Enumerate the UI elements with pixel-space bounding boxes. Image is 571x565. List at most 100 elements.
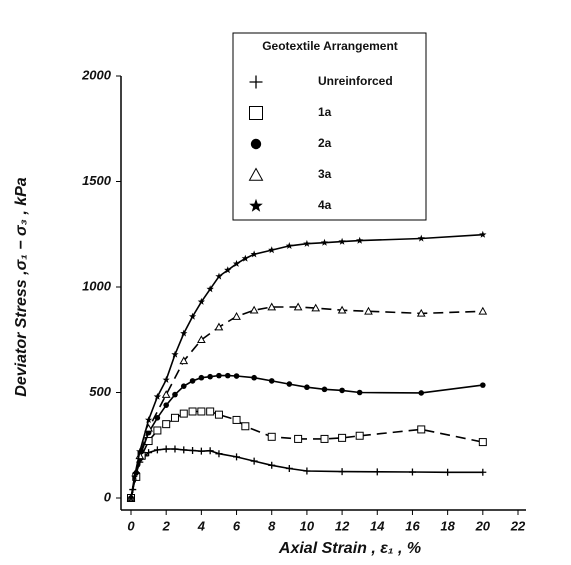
marker: [250, 250, 258, 258]
marker: [293, 302, 303, 311]
y-tick-label: 1500: [82, 173, 112, 188]
marker: [418, 390, 425, 396]
marker: [197, 407, 206, 416]
y-tick-label: 0: [104, 489, 112, 504]
marker: [180, 329, 188, 337]
marker: [232, 259, 241, 267]
marker: [233, 373, 240, 379]
marker: [249, 198, 263, 212]
marker: [304, 384, 310, 391]
marker: [480, 382, 486, 388]
marker: [206, 407, 215, 416]
marker: [249, 75, 263, 89]
marker: [267, 302, 277, 311]
marker: [338, 468, 346, 476]
marker: [479, 468, 487, 476]
marker: [153, 392, 161, 400]
marker: [268, 246, 276, 254]
marker: [232, 415, 241, 424]
marker: [215, 450, 223, 458]
legend-label: 1a: [318, 105, 332, 119]
marker: [373, 468, 381, 476]
marker: [127, 494, 135, 502]
series-line: [130, 306, 483, 499]
marker: [162, 376, 170, 383]
marker: [249, 305, 259, 314]
marker: [320, 434, 329, 443]
marker: [153, 426, 162, 435]
y-tick-label: 500: [89, 384, 111, 399]
x-tick-label: 12: [335, 518, 350, 533]
x-tick-label: 10: [300, 518, 315, 533]
marker: [479, 230, 487, 238]
series-line: [130, 233, 483, 499]
marker: [179, 409, 188, 418]
marker: [198, 374, 205, 381]
y-tick-label: 1000: [82, 278, 112, 293]
marker: [224, 266, 232, 274]
marker: [311, 303, 321, 312]
marker: [241, 422, 250, 431]
marker: [162, 445, 170, 453]
marker: [130, 473, 139, 480]
marker: [249, 106, 263, 120]
marker: [338, 433, 347, 442]
marker: [408, 468, 416, 476]
marker: [180, 446, 188, 454]
marker: [233, 453, 241, 461]
marker: [268, 378, 275, 384]
marker: [180, 383, 187, 389]
legend: Geotextile Arrangement Unreinforced 1a 2a 3…: [232, 32, 427, 221]
marker: [197, 447, 205, 455]
legend-label: 3a: [318, 167, 332, 181]
legend-label: 2a: [318, 136, 332, 150]
marker: [224, 372, 231, 379]
marker: [356, 236, 364, 244]
marker: [338, 237, 346, 245]
marker: [321, 386, 328, 393]
marker: [188, 407, 197, 416]
legend-title: Geotextile Arrangement: [262, 39, 398, 53]
marker: [478, 306, 488, 315]
marker: [144, 416, 153, 423]
x-axis-label: Axial Strain , ε₁ , %: [278, 540, 421, 557]
marker: [303, 467, 311, 475]
marker: [171, 350, 179, 358]
marker: [250, 138, 262, 150]
marker: [179, 356, 189, 365]
marker: [268, 461, 276, 469]
marker: [364, 306, 373, 315]
x-tick-label: 8: [268, 518, 276, 533]
marker: [337, 305, 347, 314]
marker: [170, 413, 179, 422]
series-line: [130, 374, 483, 499]
marker: [197, 335, 206, 344]
marker: [162, 420, 171, 429]
marker: [478, 438, 487, 447]
marker: [172, 391, 178, 398]
marker: [285, 464, 293, 472]
legend-label: 4a: [318, 198, 332, 212]
marker: [214, 322, 224, 331]
marker: [189, 378, 196, 384]
marker: [207, 373, 213, 380]
marker: [163, 402, 169, 408]
y-tick-label: 2000: [81, 67, 112, 82]
marker: [250, 457, 258, 465]
marker: [161, 390, 171, 398]
x-tick-label: 20: [475, 518, 491, 533]
x-tick-label: 2: [162, 518, 171, 533]
legend-box: [232, 32, 427, 221]
marker: [154, 415, 161, 421]
x-tick-label: 14: [370, 518, 385, 533]
marker: [215, 272, 223, 280]
x-tick-label: 4: [197, 518, 206, 533]
x-tick-label: 6: [233, 518, 241, 533]
marker: [417, 234, 425, 242]
marker: [197, 297, 205, 305]
marker: [303, 239, 311, 247]
marker: [355, 431, 364, 440]
marker: [206, 285, 214, 293]
marker: [356, 389, 363, 396]
